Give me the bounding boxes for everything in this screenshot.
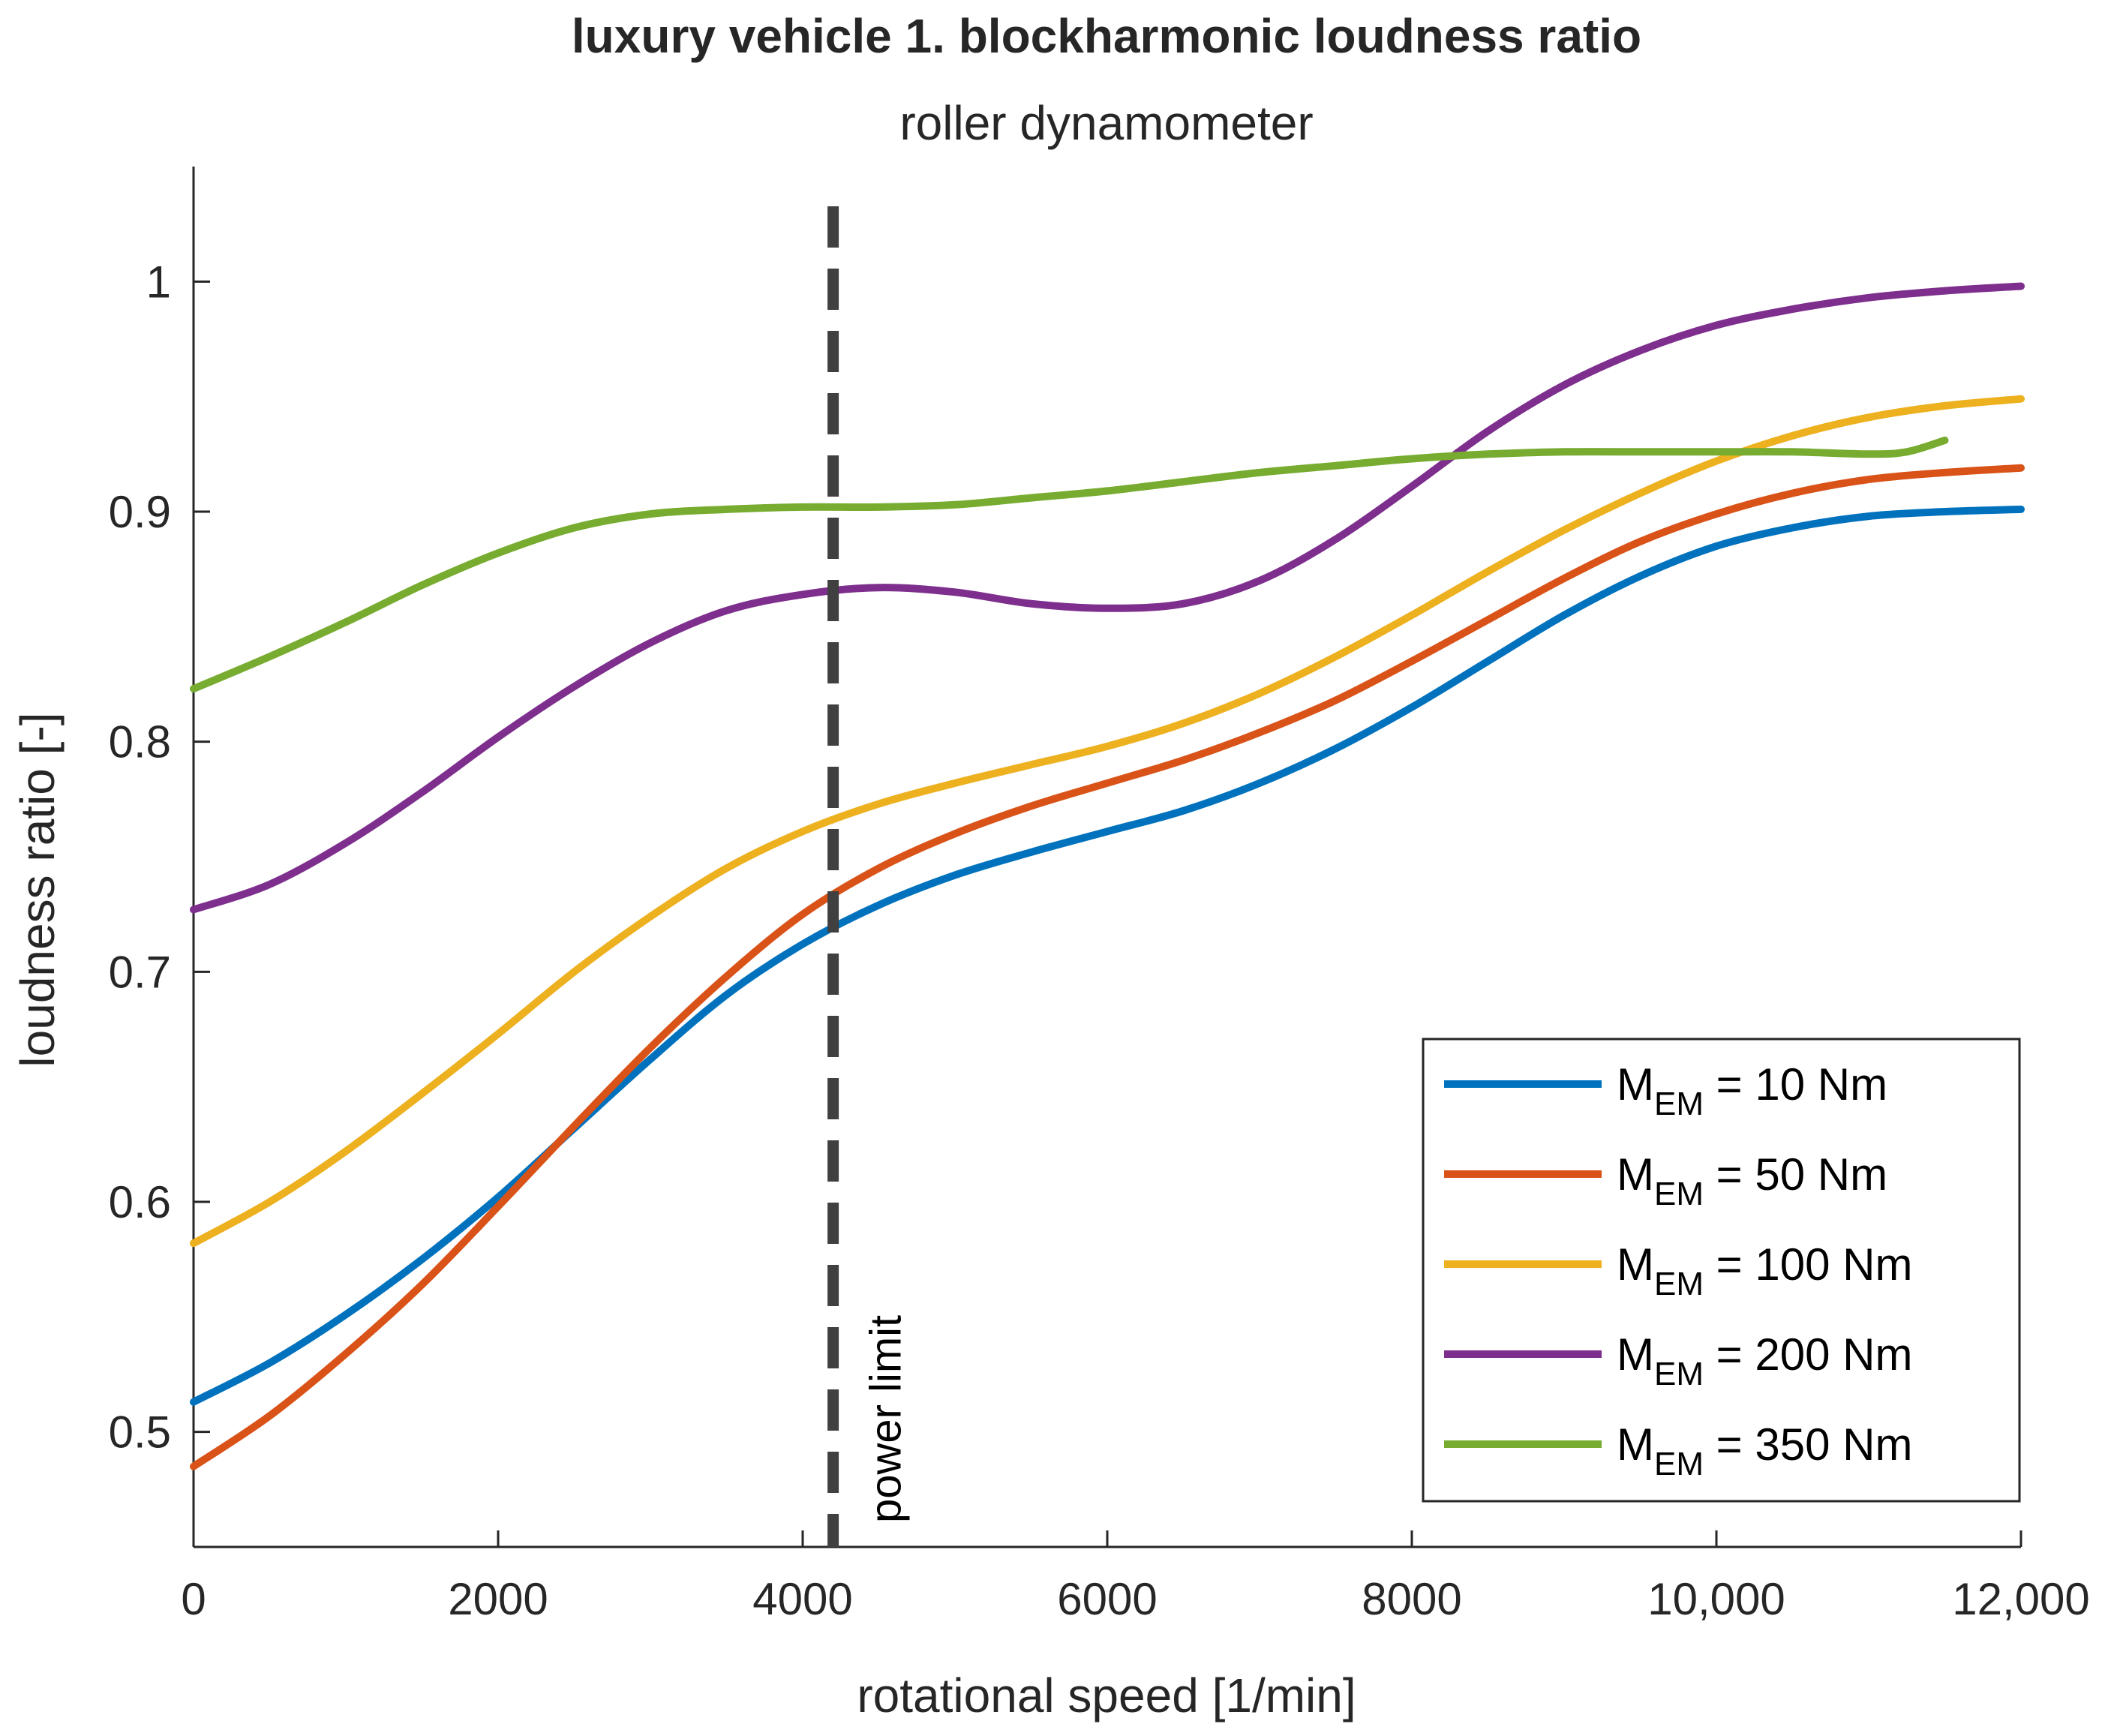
y-tick-label: 0.7 [109,947,171,997]
series-line-3 [190,395,2025,1248]
series-line-1 [190,505,2025,1406]
x-tick-label: 8000 [1362,1574,1461,1624]
x-tick-label: 10,000 [1647,1574,1785,1624]
legend-label-1: MEM = 10 Nm [1617,1059,1887,1122]
power-limit-marker: power limit [827,206,911,1547]
x-tick-label: 2000 [448,1574,548,1624]
chart-subtitle: roller dynamometer [899,96,1313,150]
x-tick-label: 0 [181,1574,206,1624]
legend-label-2: MEM = 50 Nm [1617,1149,1887,1212]
series-line-4 [190,282,2025,914]
y-tick-label: 0.6 [109,1177,171,1227]
legend: MEM = 10 Nm MEM = 50 Nm MEM = 100 Nm MEM = … [1422,1038,2021,1503]
x-axis-label: rotational speed [1/min] [857,1668,1356,1722]
series-lines [190,282,2025,1470]
axes: 0 2000 4000 6000 8000 10,000 12,000 0.5 0.6 0.7 0.… [109,167,2090,1624]
x-tick-label: 12,000 [1952,1574,2090,1624]
y-tick-label: 1 [146,257,171,307]
legend-label-5: MEM = 350 Nm [1617,1419,1912,1482]
y-tick-label: 0.9 [109,487,171,537]
x-tick-label: 6000 [1057,1574,1157,1624]
power-limit-label: power limit [862,1315,911,1523]
y-tick-label: 0.8 [109,717,171,767]
x-tick-label: 4000 [752,1574,852,1624]
legend-label-4: MEM = 200 Nm [1617,1329,1912,1392]
legend-box [1422,1038,2021,1503]
y-axis-label: loudness ratio [-] [11,712,65,1067]
legend-label-3: MEM = 100 Nm [1617,1239,1912,1302]
series-line-2 [190,464,2025,1470]
chart-title: luxury vehicle 1. blockharmonic loudness… [572,9,1641,63]
y-tick-label: 0.5 [109,1407,171,1458]
series-line-5 [190,436,1949,693]
